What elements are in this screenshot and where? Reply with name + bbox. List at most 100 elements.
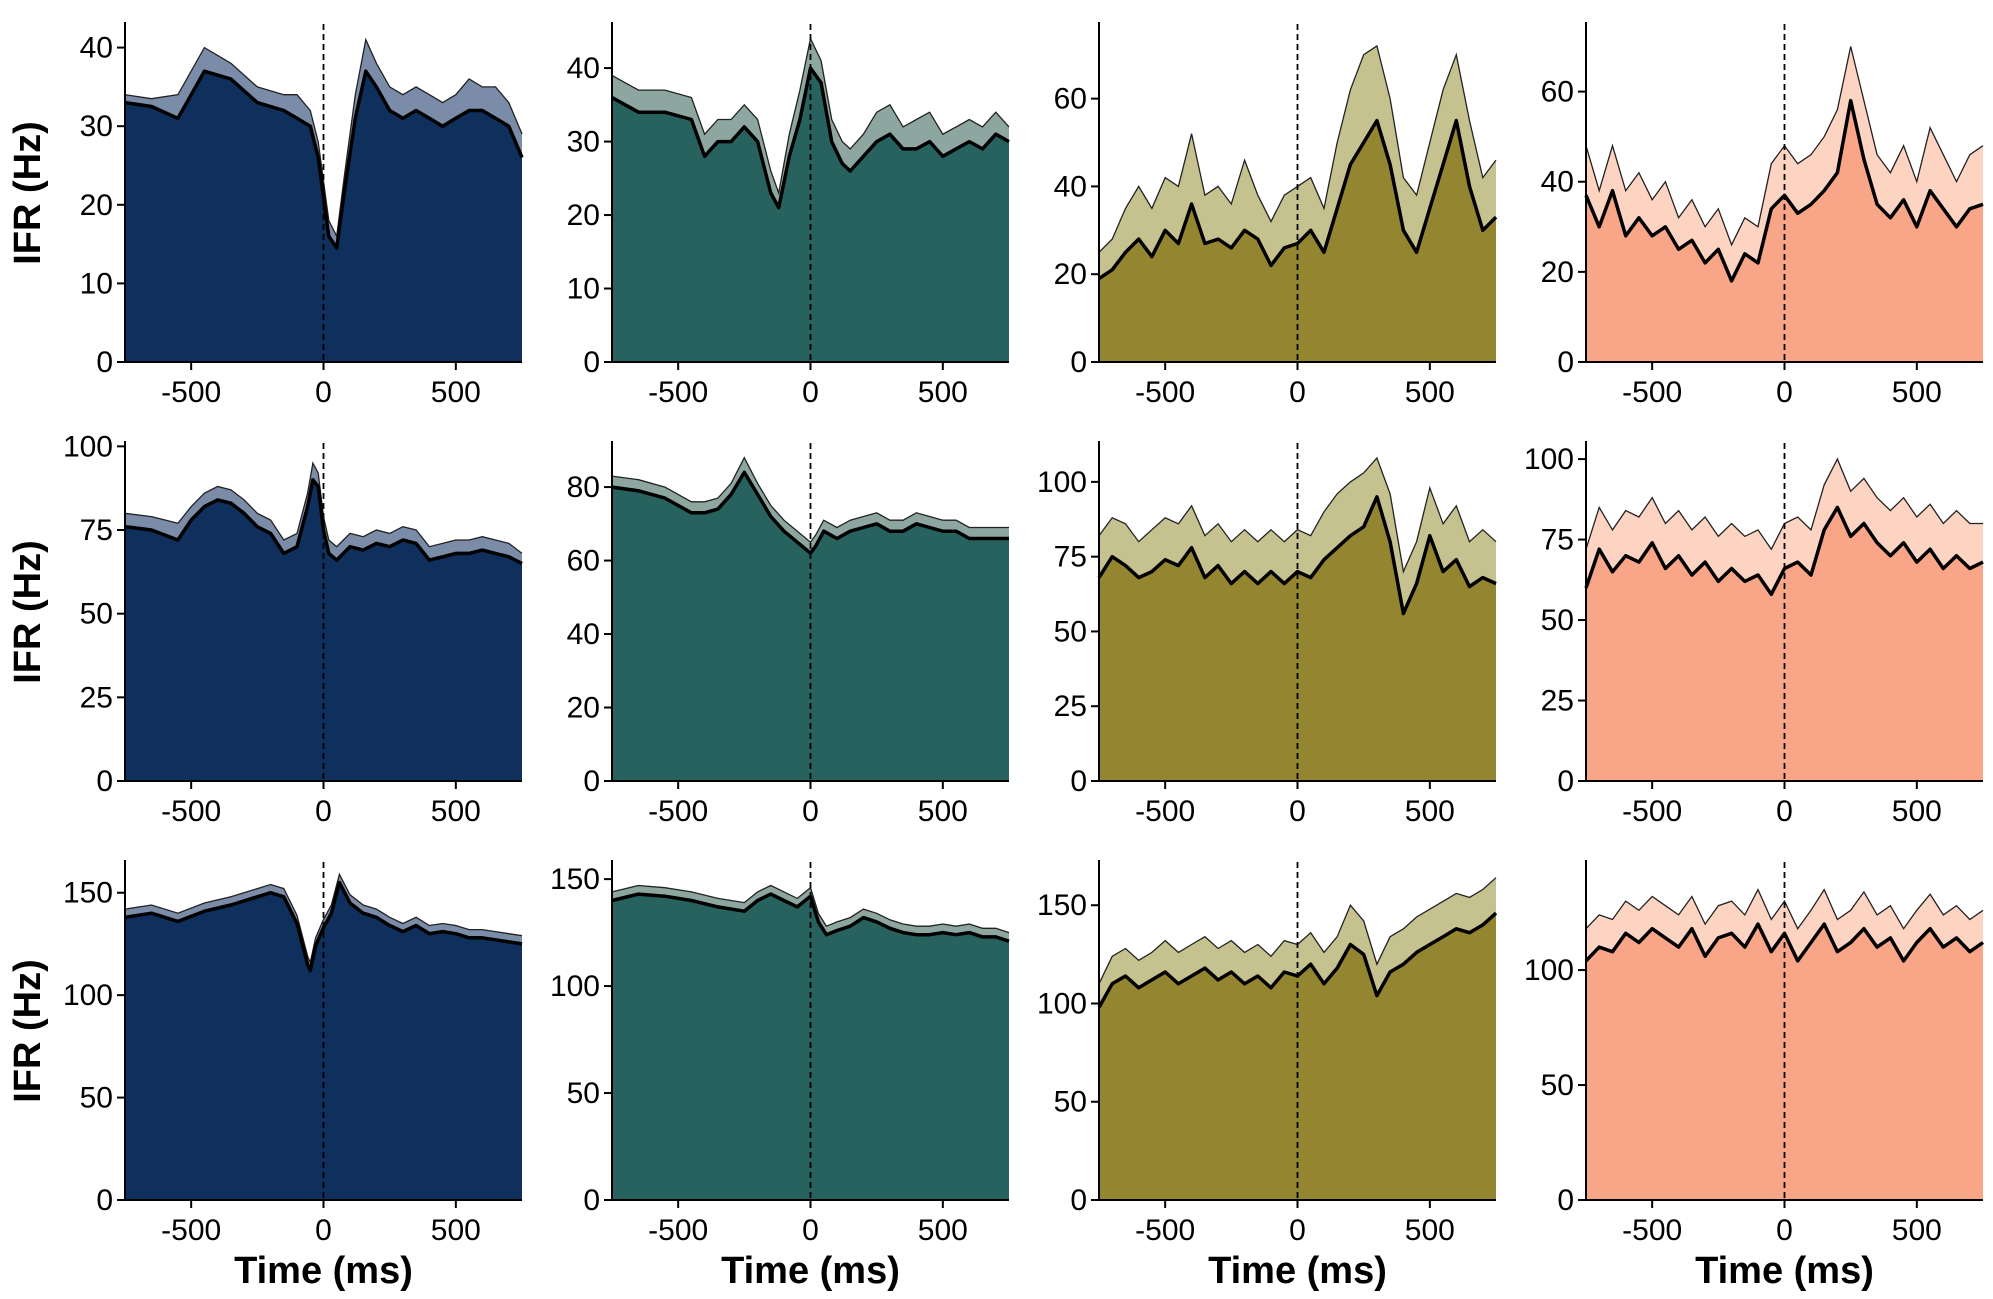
panel-r3-c4-xtick-label: 500: [1892, 1214, 1942, 1247]
panel-r1-c3-ytick-label: 20: [1054, 258, 1087, 291]
panel-r1-c3: 0 20 40 60 -500 0 500: [1054, 22, 1498, 409]
panel-r2-c2-ytick-label: 60: [567, 545, 600, 578]
panel-r3-c1-xtick-label: -500: [161, 1214, 221, 1247]
panel-r3-c3-ytick-label: 150: [1037, 889, 1087, 922]
panel-r2-c1-mean-area: [125, 479, 522, 781]
panel-r1-c3-ytick-label: 40: [1054, 170, 1087, 203]
panel-r3-c4-ytick-label: 100: [1524, 954, 1574, 987]
panel-r3-c1-xlabel: Time (ms): [234, 1250, 413, 1292]
panel-r3-c1-upper-line: [124, 872, 523, 965]
panel-r3-c4-upper-line: [1585, 888, 1984, 930]
panel-r3-c1-ytick-label: 0: [96, 1184, 113, 1217]
panel-r1-c1-ylabel: IFR (Hz): [7, 121, 49, 265]
panel-r2-c3-xtick-label: 0: [1289, 795, 1306, 828]
panel-r1-c2-xtick-label: 0: [802, 376, 819, 409]
panel-r3-c2: 0 50 100 150 -500 0 500 Time (ms): [550, 860, 1010, 1292]
panel-r1-c1-ytick-label: 40: [80, 32, 113, 65]
panel-r1-c2-mean-line: [611, 66, 1010, 210]
panel-r1-c1-xtick-label: 500: [431, 376, 481, 409]
panel-r2-c3-xtick-label: -500: [1135, 795, 1195, 828]
panel-r1-c3-xtick-label: 500: [1405, 376, 1455, 409]
panel-r3-c2-ytick-label: 150: [550, 863, 600, 896]
panel-r1-c3-xtick-label: -500: [1135, 376, 1195, 409]
panel-r2-c1-xtick-label: -500: [161, 795, 221, 828]
panel-r1-c2-ytick-label: 20: [567, 199, 600, 232]
panel-r3-c1-ylabel: IFR (Hz): [7, 959, 49, 1103]
panel-r1-c2-upper-line: [611, 36, 1010, 196]
panel-r3-c3-xlabel: Time (ms): [1208, 1250, 1387, 1292]
panel-r3-c3: 0 50 100 150 -500 0 500 Time (ms): [1037, 860, 1498, 1292]
panel-r2-c3-ytick-label: 25: [1054, 690, 1087, 723]
panel-r2-c2-ytick-label: 40: [567, 618, 600, 651]
panel-r2-c4-ytick-label: 50: [1541, 604, 1574, 637]
panel-r2-c1-upper-line: [124, 461, 523, 554]
panel-r1-c1-ytick-label: 10: [80, 267, 113, 300]
panel-r3-c1-mean-line: [124, 880, 523, 973]
panel-r2-c3-mean-line: [1097, 495, 1497, 616]
panel-r2-c3-upper-line: [1098, 456, 1497, 574]
panel-r1-c4-ytick-label: 0: [1557, 346, 1574, 379]
panel-r2-c2-xtick-label: 0: [802, 795, 819, 828]
panel-r3-c2-upper-line: [611, 884, 1010, 934]
panel-r2-c1-xtick-label: 500: [431, 795, 481, 828]
panel-r1-c2-ytick-label: 40: [567, 52, 600, 85]
panel-r1-c2-ytick-label: 0: [583, 346, 600, 379]
panel-r1-c4-ytick-label: 40: [1541, 166, 1574, 199]
panel-r2-c3-ytick-label: 75: [1054, 541, 1087, 574]
panel-r2-c4-xtick-label: 0: [1776, 795, 1793, 828]
panel-r2-c2-ytick-label: 20: [567, 692, 600, 725]
panel-r2-c2-upper-line: [611, 456, 1009, 544]
panel-r2-c4-xtick-label: 500: [1892, 795, 1942, 828]
panel-r3-c1-ytick-label: 50: [80, 1082, 113, 1115]
panel-r3-c2-xtick-label: -500: [648, 1214, 708, 1247]
panel-r3-c1: 0 50 100 150 -500 0 500 IFR (Hz) Time (ms): [7, 860, 523, 1292]
panel-r2-c3: 0 25 50 75 100 -500 0 500: [1037, 441, 1497, 828]
panel-r2-c1-ytick-label: 100: [63, 430, 113, 463]
panel-r2-c2-mean-line: [611, 470, 1009, 555]
panel-r2-c1-mean-line: [124, 478, 523, 566]
panel-r1-c1: 0 10 20 30 40 -500 0 500 IFR (Hz): [7, 22, 524, 409]
panel-r3-c2-xtick-label: 500: [918, 1214, 968, 1247]
panel-r3-c4-xtick-label: 0: [1776, 1214, 1793, 1247]
panel-r2-c1-xtick-label: 0: [315, 795, 332, 828]
panel-r3-c2-mean-line: [611, 892, 1010, 943]
panel-r1-c4-ytick-label: 60: [1541, 76, 1574, 109]
panel-r2-c4-xtick-label: -500: [1622, 795, 1682, 828]
panel-r1-c2-xtick-label: -500: [648, 376, 708, 409]
panel-r1-c1-xtick-label: -500: [161, 376, 221, 409]
panel-r1-c1-ytick-label: 30: [80, 110, 113, 143]
panel-r3-c3-xtick-label: -500: [1135, 1214, 1195, 1247]
panel-r3-c1-xtick-label: 0: [315, 1214, 332, 1247]
panel-r3-c3-xtick-label: 0: [1289, 1214, 1306, 1247]
panel-r1-c4-xtick-label: -500: [1622, 376, 1682, 409]
panel-r2-c2-xtick-label: -500: [648, 795, 708, 828]
panel-r2-c1-ytick-label: 50: [80, 598, 113, 631]
panel-r2-c2-ytick-label: 0: [583, 765, 600, 798]
panel-r2-c3-ytick-label: 100: [1037, 466, 1087, 499]
panel-r2-c3-xtick-label: 500: [1405, 795, 1455, 828]
panel-r3-c1-ytick-label: 150: [63, 877, 113, 910]
panel-r1-c2: 0 10 20 30 40 -500 0 500: [567, 22, 1010, 409]
panel-r1-c1-ytick-label: 0: [96, 346, 113, 379]
panel-r3-c2-ytick-label: 100: [550, 970, 600, 1003]
panel-r3-c1-xtick-label: 500: [431, 1214, 481, 1247]
panel-r1-c1-ytick-label: 20: [80, 189, 113, 222]
panel-r1-c2-ytick-label: 30: [567, 126, 600, 159]
panel-r1-c3-ytick-label: 60: [1054, 83, 1087, 116]
panel-r3-c4-xtick-label: -500: [1622, 1214, 1682, 1247]
panel-r1-c3-mean-area: [1099, 120, 1496, 362]
panel-r3-c1-mean-area: [125, 882, 522, 1200]
panel-r1-c4-xtick-label: 500: [1892, 376, 1942, 409]
panel-r2-c2: 0 20 40 60 80 -500 0 500: [567, 441, 1009, 828]
panel-r3-c3-ytick-label: 0: [1070, 1184, 1087, 1217]
panel-r1-c1-mean-line: [124, 69, 524, 250]
panel-r3-c1-ytick-label: 100: [63, 979, 113, 1012]
panel-r2-c1: 0 25 50 75 100 -500 0 500 IFR (Hz): [7, 430, 523, 828]
panel-r1-c3-xtick-label: 0: [1289, 376, 1306, 409]
panel-r2-c4-ytick-label: 100: [1524, 443, 1574, 476]
panel-r3-c2-xlabel: Time (ms): [721, 1250, 900, 1292]
panel-r3-c3-xtick-label: 500: [1405, 1214, 1455, 1247]
panel-r1-c2-ytick-label: 10: [567, 273, 600, 306]
panel-r2-c4-ytick-label: 0: [1557, 765, 1574, 798]
